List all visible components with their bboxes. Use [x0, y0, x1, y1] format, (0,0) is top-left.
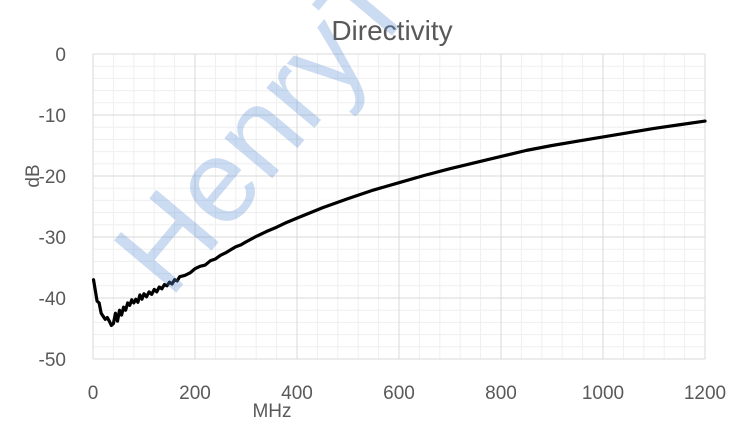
- x-tick-label: 400: [281, 383, 313, 404]
- series-layer: [91, 119, 707, 328]
- chart-title: Directivity: [331, 15, 452, 46]
- watermark: HenryTec: [89, 0, 510, 317]
- y-tick-label: -20: [39, 167, 66, 188]
- x-tick-label: 1000: [582, 383, 624, 404]
- x-axis-title: MHz: [252, 401, 291, 422]
- watermark-text: HenryTec: [89, 0, 510, 317]
- x-tick-label: 1200: [684, 383, 726, 404]
- x-tick-label: 200: [179, 383, 211, 404]
- y-tick-label: 0: [55, 45, 66, 66]
- y-axis-title: dB: [23, 164, 44, 187]
- x-tick-label: 0: [88, 383, 99, 404]
- x-axis-tick-labels: 0 200 400 600 800 1000 1200: [88, 383, 726, 404]
- y-tick-label: -10: [39, 106, 66, 127]
- y-tick-label: -40: [39, 289, 66, 310]
- series-line-0: [91, 119, 707, 328]
- y-axis-tick-labels: 0 -10 -20 -30 -40 -50: [39, 45, 66, 371]
- x-tick-label: 800: [485, 383, 517, 404]
- y-tick-label: -30: [39, 228, 66, 249]
- x-tick-label: 600: [383, 383, 415, 404]
- y-tick-label: -50: [39, 350, 66, 371]
- major-gridlines: [92, 53, 706, 360]
